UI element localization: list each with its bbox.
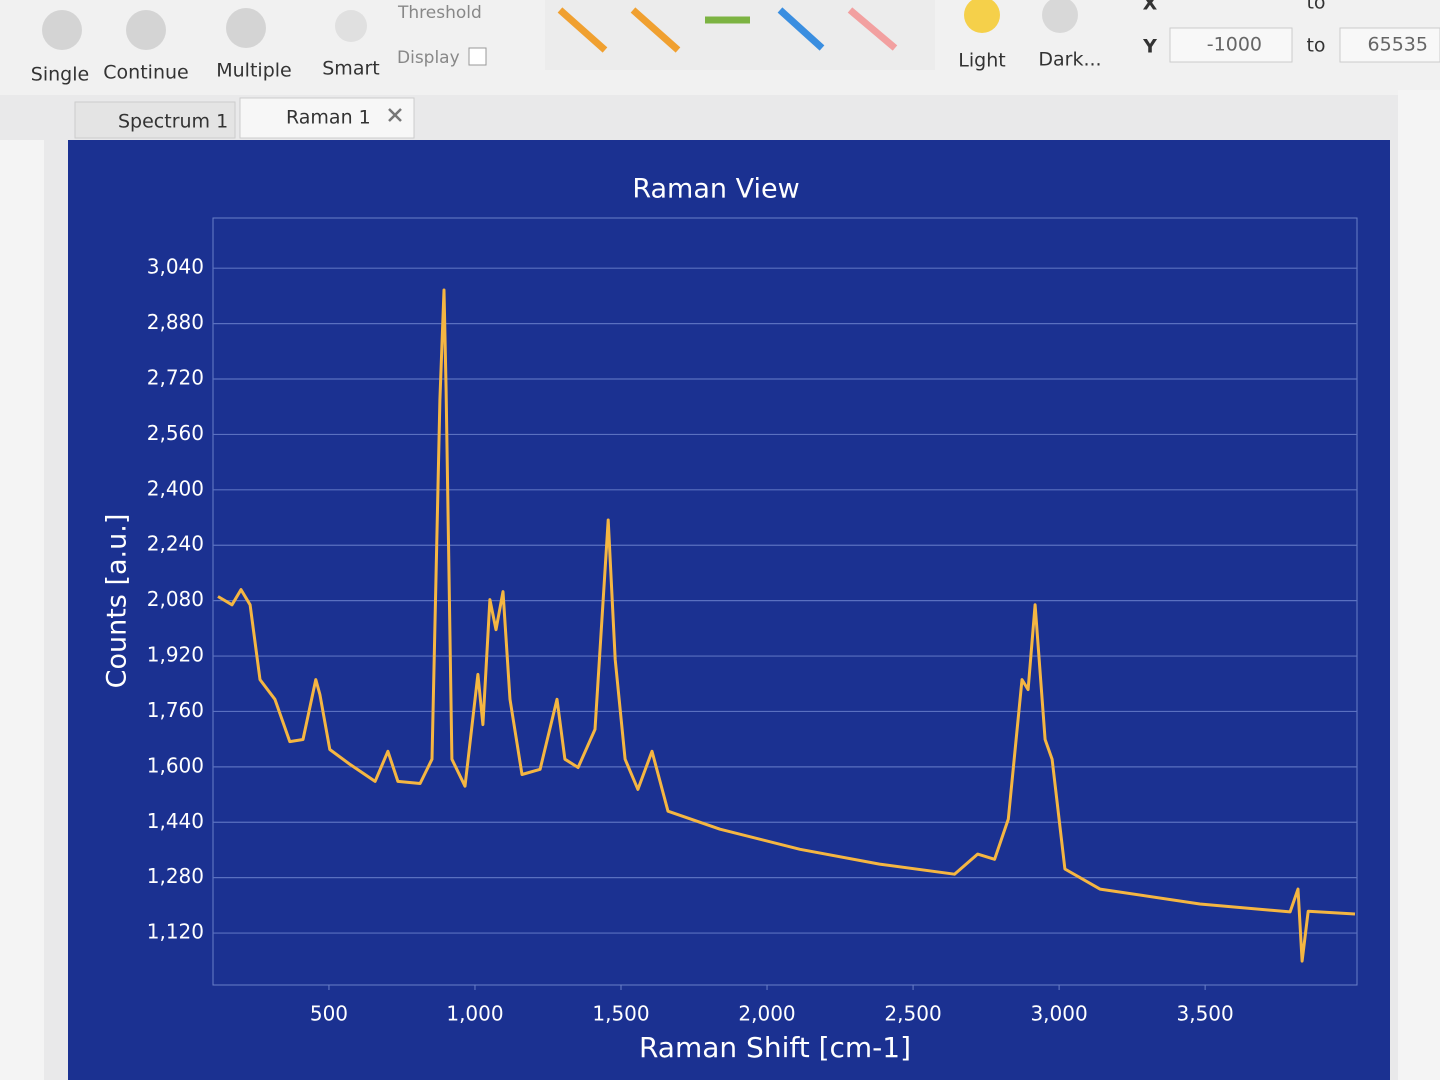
x-label: X — [1143, 0, 1158, 15]
y-tick-label: 3,040 — [147, 255, 204, 279]
icon[interactable] — [557, 7, 608, 53]
icon[interactable] — [777, 7, 825, 51]
y-to-value: 65535 — [1368, 34, 1428, 56]
continue-icon[interactable] — [126, 10, 166, 50]
x-tick-label: 3,500 — [1176, 1002, 1233, 1026]
display-checkbox[interactable] — [468, 47, 487, 66]
button-label[interactable]: Dark... — [1038, 49, 1101, 71]
x-axis-label: Raman Shift [cm-1] — [639, 1031, 911, 1064]
y-tick-label: 1,760 — [147, 698, 204, 722]
icon[interactable] — [630, 7, 681, 53]
y-tick-label: 1,120 — [147, 920, 204, 944]
tab-label[interactable]: Spectrum 1 — [118, 111, 228, 133]
y-tick-label: 1,280 — [147, 864, 204, 888]
threshold-label: Threshold — [397, 3, 482, 23]
chart-panel — [68, 140, 1390, 1080]
y-to-input[interactable] — [1339, 27, 1440, 63]
y-tick-label: 1,600 — [147, 753, 204, 777]
y-tick-label: 2,560 — [147, 421, 204, 445]
tab-bar: Spectrum 1 Raman 1 — [74, 97, 415, 139]
y-tick-label: 2,400 — [147, 476, 204, 500]
button-label[interactable]: Light — [958, 50, 1005, 72]
button-label[interactable]: Single — [31, 64, 89, 86]
button-label[interactable]: Continue — [103, 62, 188, 84]
y-from-input[interactable] — [1169, 27, 1293, 63]
y-tick-label: 1,440 — [147, 809, 204, 833]
to-label: to — [1306, 35, 1325, 57]
tab[interactable] — [74, 101, 236, 139]
icon[interactable] — [847, 7, 898, 51]
y-from-value: -1000 — [1207, 34, 1262, 56]
spectrum-line — [217, 288, 1356, 963]
y-tick-label: 1,920 — [147, 643, 204, 667]
y-tick-label: 2,080 — [147, 587, 204, 611]
toolbar: Single Continue Multiple Smart Threshold… — [31, 0, 1440, 86]
x-tick-label: 500 — [310, 1002, 348, 1026]
x-tick-label: 2,000 — [738, 1002, 795, 1026]
chart-title: Raman View — [632, 174, 799, 205]
multiple-icon[interactable] — [226, 8, 266, 48]
dark-icon[interactable] — [1042, 0, 1078, 33]
y-axis-label: Counts [a.u.] — [102, 514, 133, 689]
x-tick-label: 1,000 — [446, 1002, 503, 1026]
light-icon[interactable] — [964, 0, 1000, 33]
plot-frame — [212, 217, 1358, 986]
button-label[interactable]: Smart — [322, 58, 379, 80]
display-label: Display — [397, 48, 460, 68]
y-tick-label: 2,880 — [147, 310, 204, 334]
right-panel — [1398, 90, 1440, 1080]
close-icon[interactable] — [388, 108, 402, 122]
y-tick-label: 2,240 — [147, 532, 204, 556]
left-panel — [0, 140, 44, 1080]
y-tick-label: 2,720 — [147, 366, 204, 390]
x-tick-label: 3,000 — [1030, 1002, 1087, 1026]
to-label: to — [1306, 0, 1325, 14]
y-label: Y — [1142, 36, 1157, 58]
single-icon[interactable] — [42, 10, 82, 50]
x-tick-label: 1,500 — [592, 1002, 649, 1026]
tab[interactable] — [239, 97, 415, 139]
smart-icon[interactable] — [335, 10, 367, 42]
tab-label[interactable]: Raman 1 — [286, 107, 371, 129]
processing-icons — [545, 0, 935, 70]
x-tick-label: 2,500 — [884, 1002, 941, 1026]
button-label[interactable]: Multiple — [216, 60, 291, 82]
